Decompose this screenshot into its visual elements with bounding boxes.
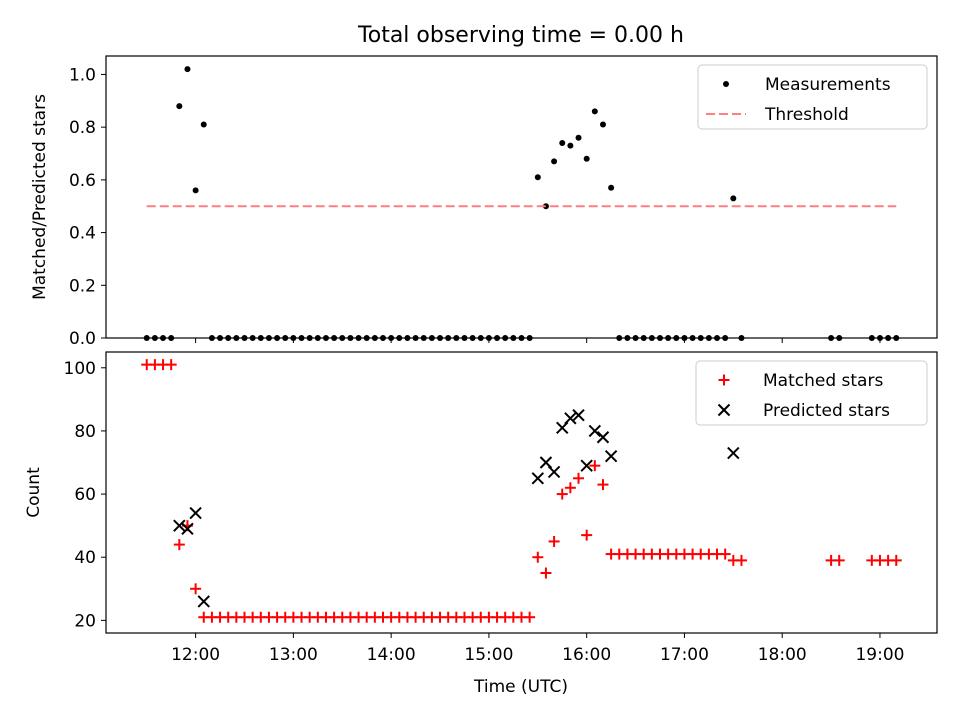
legend-box — [697, 64, 928, 130]
legend-label: Measurements — [765, 75, 891, 95]
predicted-stars-point — [604, 449, 618, 463]
x-tick-label: 16:00 — [562, 645, 611, 665]
matched-stars-point — [581, 529, 593, 541]
predicted-stars-point — [580, 459, 593, 472]
top-panel: 0.0 0.2 0.4 0.6 0.8 1.0 Matched/Predicted star… — [30, 55, 938, 349]
legend-label: Matched stars — [763, 371, 883, 391]
matched-stars-point — [589, 460, 601, 472]
measurement-point — [559, 139, 566, 146]
x-tick-label: 15:00 — [464, 645, 513, 665]
x-tick-label: 18:00 — [758, 645, 807, 665]
series-predicted-stars — [173, 408, 740, 608]
measurement-point — [575, 134, 582, 141]
y-tick-label: 0.0 — [69, 329, 96, 349]
y-tick-label: 20 — [74, 611, 96, 631]
y-tick-label: 40 — [74, 548, 96, 568]
axes-frame — [105, 351, 938, 634]
predicted-stars-point — [572, 408, 585, 422]
predicted-stars-point — [727, 446, 740, 460]
x-axis-label: Time (UTC) — [473, 677, 568, 697]
y-tick-label: 80 — [74, 422, 96, 442]
legend-label: Predicted stars — [763, 401, 890, 421]
matched-stars-point — [556, 488, 568, 500]
x-tick-label: 12:00 — [171, 645, 220, 665]
legend-box — [695, 360, 928, 426]
measurement-point — [599, 121, 606, 128]
matched-stars-point — [890, 554, 902, 566]
measurement-point — [567, 142, 574, 149]
predicted-stars-point — [173, 519, 186, 532]
y-tick-label: 0.2 — [69, 276, 96, 296]
predicted-stars-point — [531, 472, 545, 485]
matched-stars-point — [532, 551, 544, 563]
predicted-stars-point — [564, 412, 577, 425]
series-matched-stars — [141, 359, 902, 623]
measurement-point — [200, 121, 207, 128]
y-tick-label: 100 — [64, 359, 96, 379]
y-tick-label: 60 — [74, 485, 96, 505]
predicted-stars-point — [596, 431, 610, 444]
series-measurements — [143, 66, 900, 341]
measurement-point — [551, 158, 558, 165]
matched-stars-point — [573, 472, 585, 484]
legend-matched-marker — [718, 374, 730, 386]
x-tick-label: 17:00 — [660, 645, 709, 665]
y-axis-label: Count — [24, 467, 44, 518]
bottom-panel: 12:00 13:00 14:00 15:00 16:00 17:00 18:00 19:00… — [24, 351, 938, 665]
matched-stars-point — [597, 479, 609, 491]
matched-stars-point — [190, 583, 202, 595]
matched-stars-point — [548, 535, 560, 547]
axes-frame — [105, 55, 938, 339]
measurement-point — [730, 195, 737, 202]
matched-stars-point — [719, 548, 731, 560]
measurement-point — [184, 66, 191, 73]
legend-measurement-marker — [723, 81, 729, 87]
predicted-stars-point — [181, 522, 194, 536]
y-tick-label: 0.6 — [69, 171, 96, 191]
matched-stars-point — [735, 554, 747, 566]
predicted-stars-point — [189, 506, 202, 520]
matched-stars-point — [833, 554, 845, 566]
matched-stars-point — [540, 567, 552, 579]
matched-stars-point — [165, 359, 177, 371]
x-tick-label: 19:00 — [855, 645, 904, 665]
measurement-point — [542, 203, 549, 210]
matched-stars-point — [173, 539, 185, 551]
measurement-point — [176, 103, 183, 110]
predicted-stars-point — [197, 595, 210, 608]
y-axis-label: Matched/Predicted stars — [30, 94, 50, 300]
legend-label: Threshold — [764, 105, 849, 125]
x-tick-label: 14:00 — [367, 645, 416, 665]
measurement-point — [591, 108, 598, 115]
legend: Measurements Threshold — [697, 64, 928, 130]
legend: Matched stars Predicted stars — [695, 360, 928, 426]
y-tick-label: 0.4 — [69, 224, 96, 244]
y-tick-label: 1.0 — [69, 65, 96, 85]
chart-title: Total observing time = 0.00 h — [357, 23, 684, 48]
y-tick-label: 0.8 — [69, 118, 96, 138]
measurement-point — [192, 187, 199, 194]
matched-stars-point — [524, 611, 536, 623]
measurement-point — [534, 174, 541, 181]
x-tick-label: 13:00 — [269, 645, 318, 665]
measurement-point — [608, 184, 615, 191]
matched-stars-point — [564, 482, 576, 494]
predicted-stars-point — [547, 465, 561, 479]
legend-predicted-marker — [717, 403, 731, 417]
measurement-point — [583, 155, 590, 162]
predicted-stars-point — [588, 424, 602, 438]
